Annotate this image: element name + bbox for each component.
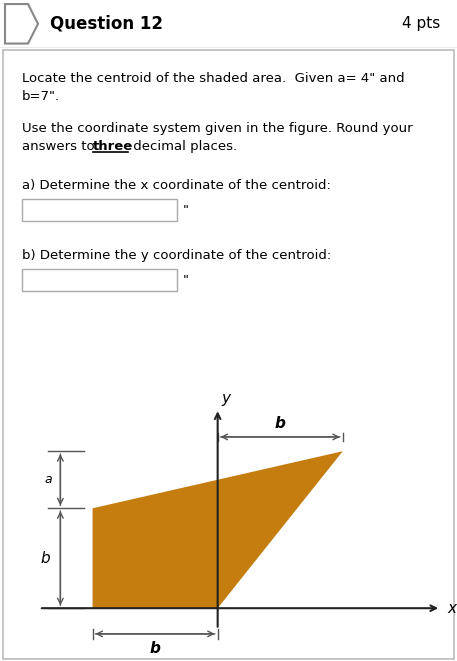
Text: 4 pts: 4 pts <box>402 17 440 31</box>
Text: answers to: answers to <box>22 139 99 153</box>
Text: b) Determine the y coordinate of the centroid:: b) Determine the y coordinate of the cen… <box>22 249 331 262</box>
Text: a) Determine the x coordinate of the centroid:: a) Determine the x coordinate of the cen… <box>22 180 331 192</box>
Text: y: y <box>222 391 231 407</box>
Bar <box>22 200 177 221</box>
Text: b: b <box>275 416 286 431</box>
Text: x: x <box>447 601 456 615</box>
Text: b: b <box>150 641 160 656</box>
Text: b: b <box>41 551 50 566</box>
Text: ": " <box>183 274 189 288</box>
Polygon shape <box>93 451 343 608</box>
Text: Locate the centroid of the shaded area.  Given a= 4" and: Locate the centroid of the shaded area. … <box>22 71 404 85</box>
Text: b=7".: b=7". <box>22 89 60 102</box>
Text: Use the coordinate system given in the figure. Round your: Use the coordinate system given in the f… <box>22 122 413 135</box>
Text: Question 12: Question 12 <box>50 15 163 33</box>
Text: decimal places.: decimal places. <box>129 139 237 153</box>
Text: ": " <box>183 204 189 217</box>
Text: a: a <box>45 473 53 486</box>
Bar <box>22 270 177 292</box>
Text: three: three <box>93 139 133 153</box>
